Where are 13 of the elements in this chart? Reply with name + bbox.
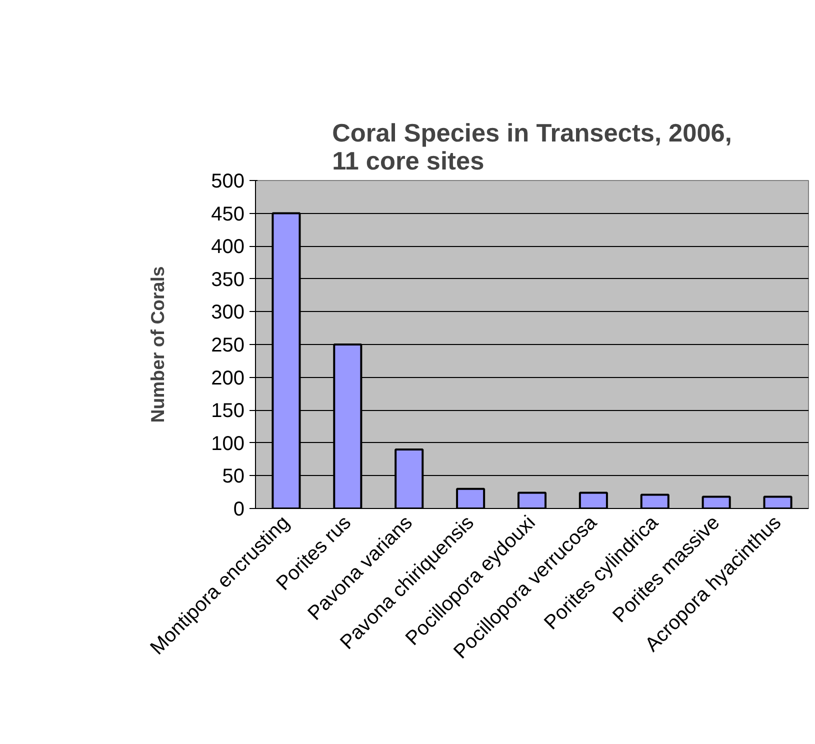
y-tick-label: 150 xyxy=(211,400,245,422)
y-tick-label: 350 xyxy=(211,268,245,291)
y-tick-label: 400 xyxy=(211,236,245,258)
y-axis-title: Number of Corals xyxy=(147,266,168,423)
y-tick-label: 0 xyxy=(233,498,244,520)
y-tick-label: 500 xyxy=(211,170,245,192)
y-tick-label: 50 xyxy=(222,466,245,488)
chart-title: Coral Species in Transects, 2006, 11 core sites xyxy=(332,120,732,176)
y-tick-label: 100 xyxy=(211,432,245,455)
y-tick-label: 250 xyxy=(211,334,245,356)
y-tick-label: 450 xyxy=(211,203,245,226)
y-tick-label: 200 xyxy=(211,367,245,390)
y-tick-label: 300 xyxy=(211,302,245,324)
